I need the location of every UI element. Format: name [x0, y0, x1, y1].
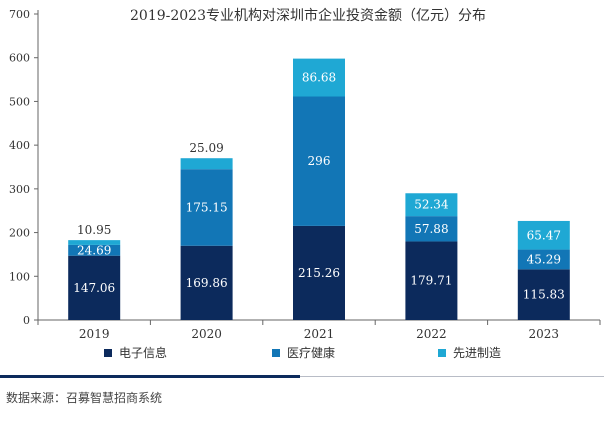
y-tick-label-5: 500: [9, 95, 30, 108]
x-tick-label-2022: 2022: [416, 327, 447, 341]
bar-2020-series-2: [180, 158, 233, 170]
data-label-2020-series-2: 25.09: [189, 141, 223, 155]
y-tick-label-2: 200: [9, 227, 30, 240]
data-label-2020-series-1: 175.15: [186, 200, 228, 214]
x-tick-label-2021: 2021: [304, 327, 335, 341]
legend-label-1: 医疗健康: [287, 345, 335, 360]
bar-2023-series-0: [517, 269, 570, 320]
data-label-2020-series-0: 169.86: [186, 276, 228, 290]
x-tick-label-2020: 2020: [191, 327, 222, 341]
bar-2022-series-0: [405, 241, 458, 320]
y-tick-label-7: 700: [9, 8, 30, 21]
legend-swatch-2: [438, 349, 446, 357]
bar-2020-series-1: [180, 169, 233, 246]
x-tick-label-2023: 2023: [529, 327, 560, 341]
y-tick-label-1: 100: [9, 270, 30, 283]
y-tick-label-6: 600: [9, 52, 30, 65]
bar-2021-series-1: [293, 96, 345, 226]
data-label-2022-series-1: 57.88: [414, 222, 448, 236]
data-label-2021-series-0: 215.26: [298, 266, 340, 280]
y-tick-label-4: 400: [9, 139, 30, 152]
bar-2021-series-0: [293, 225, 345, 320]
footer-rule-light: [300, 376, 604, 377]
source-note: 数据来源：召募智慧招商系统: [6, 391, 163, 405]
data-label-2021-series-1: 296: [308, 154, 331, 168]
bar-2021-series-2: [293, 58, 345, 97]
chart-title: 2019-2023专业机构对深圳市企业投资金额（亿元）分布: [130, 7, 486, 24]
data-label-2023-series-0: 115.83: [523, 288, 565, 302]
y-tick-label-0: 0: [23, 314, 30, 327]
footer-rule-dark: [0, 375, 300, 378]
x-tick-label-2019: 2019: [79, 327, 110, 341]
bar-2023-series-2: [517, 220, 570, 250]
data-label-2019-series-2: 10.95: [77, 223, 111, 237]
bar-2020-series-0: [180, 245, 233, 320]
bar-2022-series-1: [405, 216, 458, 242]
data-label-2021-series-2: 86.68: [302, 71, 336, 85]
bar-2023-series-1: [517, 249, 570, 270]
data-label-2023-series-2: 65.47: [527, 228, 561, 242]
data-label-2019-series-1: 24.69: [77, 243, 111, 257]
data-label-2019-series-0: 147.06: [73, 281, 115, 295]
bar-2019-series-0: [68, 255, 121, 320]
data-label-2022-series-0: 179.71: [410, 274, 452, 288]
legend-swatch-1: [272, 349, 280, 357]
legend-label-2: 先进制造: [453, 346, 501, 360]
data-label-2022-series-2: 52.34: [414, 198, 449, 212]
legend-label-0: 电子信息: [119, 345, 167, 360]
bar-2022-series-2: [405, 193, 458, 217]
bar-2019-series-2: [68, 240, 121, 245]
legend-swatch-0: [104, 349, 112, 357]
data-label-2023-series-1: 45.29: [527, 252, 561, 266]
y-tick-label-3: 300: [9, 183, 30, 196]
bar-2019-series-1: [68, 244, 121, 256]
